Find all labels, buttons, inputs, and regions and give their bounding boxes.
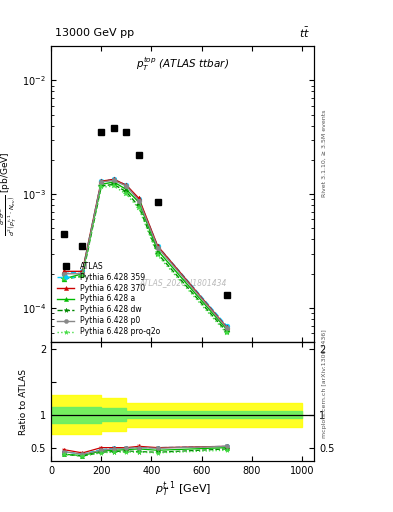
Pythia 6.428 dw xyxy=(80,273,85,280)
Pythia 6.428 dw xyxy=(61,276,66,282)
Text: 13000 GeV pp: 13000 GeV pp xyxy=(55,28,134,38)
Pythia 6.428 359 xyxy=(61,271,66,277)
Y-axis label: Ratio to ATLAS: Ratio to ATLAS xyxy=(19,369,28,435)
Pythia 6.428 a xyxy=(99,181,104,187)
Pythia 6.428 p0 xyxy=(136,198,141,204)
Pythia 6.428 370 xyxy=(136,195,141,201)
Pythia 6.428 370 xyxy=(112,176,116,182)
Pythia 6.428 p0 xyxy=(224,325,229,331)
Pythia 6.428 a xyxy=(155,247,160,253)
Pythia 6.428 359 xyxy=(112,176,116,182)
Pythia 6.428 359 xyxy=(224,323,229,329)
Text: $p_T^{top}$ (ATLAS ttbar): $p_T^{top}$ (ATLAS ttbar) xyxy=(136,55,230,73)
Pythia 6.428 a xyxy=(136,199,141,205)
Line: Pythia 6.428 p0: Pythia 6.428 p0 xyxy=(61,178,229,330)
Pythia 6.428 370 xyxy=(80,268,85,274)
Line: Pythia 6.428 a: Pythia 6.428 a xyxy=(61,180,229,332)
Pythia 6.428 a xyxy=(61,276,66,282)
Pythia 6.428 359 xyxy=(155,243,160,249)
Line: Pythia 6.428 pro-q2o: Pythia 6.428 pro-q2o xyxy=(61,183,230,336)
Pythia 6.428 a xyxy=(124,186,129,193)
Pythia 6.428 pro-q2o xyxy=(80,273,85,280)
ATLAS xyxy=(124,129,129,135)
Pythia 6.428 a xyxy=(80,271,85,277)
Line: Pythia 6.428 359: Pythia 6.428 359 xyxy=(61,177,229,328)
Pythia 6.428 359 xyxy=(99,178,104,184)
Pythia 6.428 370 xyxy=(61,268,66,274)
Line: Pythia 6.428 dw: Pythia 6.428 dw xyxy=(61,182,230,334)
Pythia 6.428 p0 xyxy=(155,244,160,250)
ATLAS xyxy=(136,152,141,158)
Pythia 6.428 370 xyxy=(155,243,160,249)
ATLAS xyxy=(80,243,85,249)
Pythia 6.428 p0 xyxy=(99,179,104,185)
Pythia 6.428 dw xyxy=(124,189,129,195)
Pythia 6.428 a xyxy=(112,179,116,185)
Pythia 6.428 dw xyxy=(136,203,141,209)
Pythia 6.428 p0 xyxy=(61,271,66,277)
Y-axis label: $\frac{d^2\sigma^{tu}}{d^2\left(p_T^{t,1} \cdot N_{ev}\right)}$ [pb/GeV]: $\frac{d^2\sigma^{tu}}{d^2\left(p_T^{t,1… xyxy=(0,152,19,237)
Pythia 6.428 370 xyxy=(99,178,104,184)
ATLAS xyxy=(112,125,116,131)
Pythia 6.428 pro-q2o xyxy=(61,276,66,282)
Pythia 6.428 dw xyxy=(155,251,160,257)
Pythia 6.428 dw xyxy=(99,183,104,189)
Line: ATLAS: ATLAS xyxy=(61,125,230,298)
Pythia 6.428 370 xyxy=(224,324,229,330)
Pythia 6.428 pro-q2o xyxy=(155,252,160,259)
Pythia 6.428 p0 xyxy=(112,177,116,183)
Pythia 6.428 pro-q2o xyxy=(124,191,129,197)
Pythia 6.428 p0 xyxy=(124,183,129,189)
ATLAS xyxy=(224,292,229,298)
X-axis label: $p_T^{t,1}$ [GeV]: $p_T^{t,1}$ [GeV] xyxy=(154,480,211,500)
Pythia 6.428 pro-q2o xyxy=(136,205,141,211)
ATLAS xyxy=(99,129,104,135)
Pythia 6.428 359 xyxy=(124,182,129,188)
Pythia 6.428 359 xyxy=(136,196,141,202)
Pythia 6.428 p0 xyxy=(80,271,85,277)
Pythia 6.428 pro-q2o xyxy=(112,183,116,189)
Text: Rivet 3.1.10, ≥ 3.5M events: Rivet 3.1.10, ≥ 3.5M events xyxy=(322,110,327,197)
ATLAS xyxy=(61,230,66,237)
Pythia 6.428 359 xyxy=(80,268,85,274)
Pythia 6.428 370 xyxy=(124,182,129,188)
Text: $t\bar{t}$: $t\bar{t}$ xyxy=(299,26,310,40)
ATLAS xyxy=(155,199,160,205)
Pythia 6.428 pro-q2o xyxy=(99,184,104,190)
Text: ATLAS_2020_I1801434: ATLAS_2020_I1801434 xyxy=(139,279,226,288)
Pythia 6.428 a xyxy=(224,326,229,332)
Line: Pythia 6.428 370: Pythia 6.428 370 xyxy=(61,177,229,330)
Pythia 6.428 dw xyxy=(112,181,116,187)
Pythia 6.428 pro-q2o xyxy=(224,330,229,336)
Pythia 6.428 dw xyxy=(224,329,229,335)
Legend: ATLAS, Pythia 6.428 359, Pythia 6.428 370, Pythia 6.428 a, Pythia 6.428 dw, Pyth: ATLAS, Pythia 6.428 359, Pythia 6.428 37… xyxy=(55,260,163,338)
Text: mcplots.cern.ch [arXiv:1306.3436]: mcplots.cern.ch [arXiv:1306.3436] xyxy=(322,330,327,438)
